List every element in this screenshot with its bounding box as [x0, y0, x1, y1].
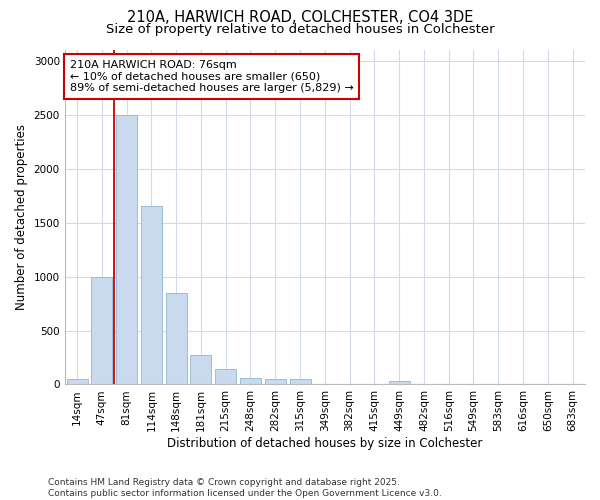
Bar [166, 293, 187, 384]
Text: Contains HM Land Registry data © Crown copyright and database right 2025.
Contai: Contains HM Land Registry data © Crown c… [48, 478, 442, 498]
X-axis label: Distribution of detached houses by size in Colchester: Distribution of detached houses by size … [167, 437, 482, 450]
Bar [389, 381, 410, 384]
Text: 210A HARWICH ROAD: 76sqm
← 10% of detached houses are smaller (650)
89% of semi-: 210A HARWICH ROAD: 76sqm ← 10% of detach… [70, 60, 353, 93]
Bar [290, 379, 311, 384]
Bar [67, 379, 88, 384]
Bar [116, 114, 137, 384]
Text: 210A, HARWICH ROAD, COLCHESTER, CO4 3DE: 210A, HARWICH ROAD, COLCHESTER, CO4 3DE [127, 10, 473, 25]
Bar [190, 356, 211, 384]
Bar [240, 378, 261, 384]
Bar [141, 206, 162, 384]
Bar [215, 370, 236, 384]
Text: Size of property relative to detached houses in Colchester: Size of property relative to detached ho… [106, 22, 494, 36]
Bar [265, 379, 286, 384]
Y-axis label: Number of detached properties: Number of detached properties [15, 124, 28, 310]
Bar [91, 276, 112, 384]
